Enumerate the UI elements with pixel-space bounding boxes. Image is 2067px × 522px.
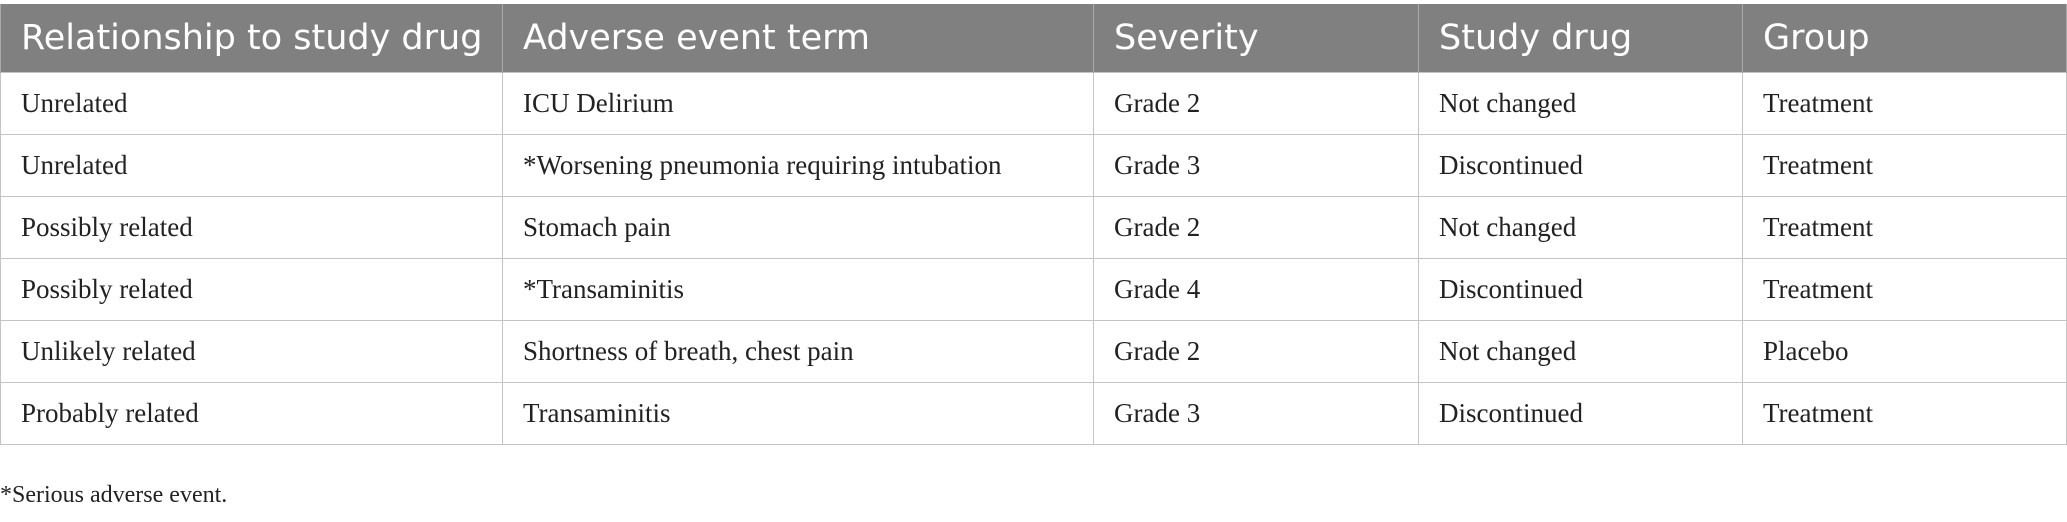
footnote: *Serious adverse event.: [0, 482, 228, 508]
header-row: Relationship to study drug Adverse event …: [0, 4, 2067, 73]
table-cell: Treatment: [1742, 382, 2067, 445]
table-cell: Transaminitis: [502, 382, 1094, 445]
table-row: Probably related Transaminitis Grade 3 Disc…: [0, 382, 2067, 445]
table-cell: *Transaminitis: [502, 258, 1094, 321]
table-body: Unrelated ICU Delirium Grade 2 Not changed T…: [0, 72, 2067, 445]
table-cell: Possibly related: [0, 258, 503, 321]
table-row: Unrelated ICU Delirium Grade 2 Not changed T…: [0, 72, 2067, 135]
table-cell: Grade 4: [1093, 258, 1419, 321]
table-cell: Unrelated: [0, 72, 503, 135]
table-cell: Treatment: [1742, 258, 2067, 321]
table-cell: Unrelated: [0, 134, 503, 197]
table-cell: Possibly related: [0, 196, 503, 259]
table-cell: Placebo: [1742, 320, 2067, 383]
table-cell: Treatment: [1742, 196, 2067, 259]
header-cell: Relationship to study drug: [0, 4, 503, 73]
table-cell: Not changed: [1418, 196, 1743, 259]
adverse-events-table: Relationship to study drug Adverse event …: [0, 4, 2067, 445]
table-cell: Treatment: [1742, 72, 2067, 135]
table-cell: Shortness of breath, chest pain: [502, 320, 1094, 383]
table-cell: Grade 2: [1093, 72, 1419, 135]
header-cell: Study drug: [1418, 4, 1743, 73]
table-cell: Grade 3: [1093, 382, 1419, 445]
table-cell: Unlikely related: [0, 320, 503, 383]
table-row: Possibly related Stomach pain Grade 2 Not c…: [0, 196, 2067, 259]
table-cell: Discontinued: [1418, 258, 1743, 321]
table-cell: Not changed: [1418, 320, 1743, 383]
header-cell: Severity: [1093, 4, 1419, 73]
table-cell: ICU Delirium: [502, 72, 1094, 135]
table-cell: Discontinued: [1418, 382, 1743, 445]
table-cell: Probably related: [0, 382, 503, 445]
table-cell: Treatment: [1742, 134, 2067, 197]
table-cell: Grade 2: [1093, 320, 1419, 383]
table-row: Possibly related *Transaminitis Grade 4 Dis…: [0, 258, 2067, 321]
table-row: Unrelated *Worsening pneumonia requiring …: [0, 134, 2067, 197]
table-cell: Discontinued: [1418, 134, 1743, 197]
table-cell: Grade 2: [1093, 196, 1419, 259]
table-cell: Not changed: [1418, 72, 1743, 135]
header-cell: Group: [1742, 4, 2067, 73]
table-cell: *Worsening pneumonia requiring intubatio…: [502, 134, 1094, 197]
table-cell: Grade 3: [1093, 134, 1419, 197]
header-cell: Adverse event term: [502, 4, 1094, 73]
table-cell: Stomach pain: [502, 196, 1094, 259]
table-row: Unlikely related Shortness of breath, che…: [0, 320, 2067, 383]
